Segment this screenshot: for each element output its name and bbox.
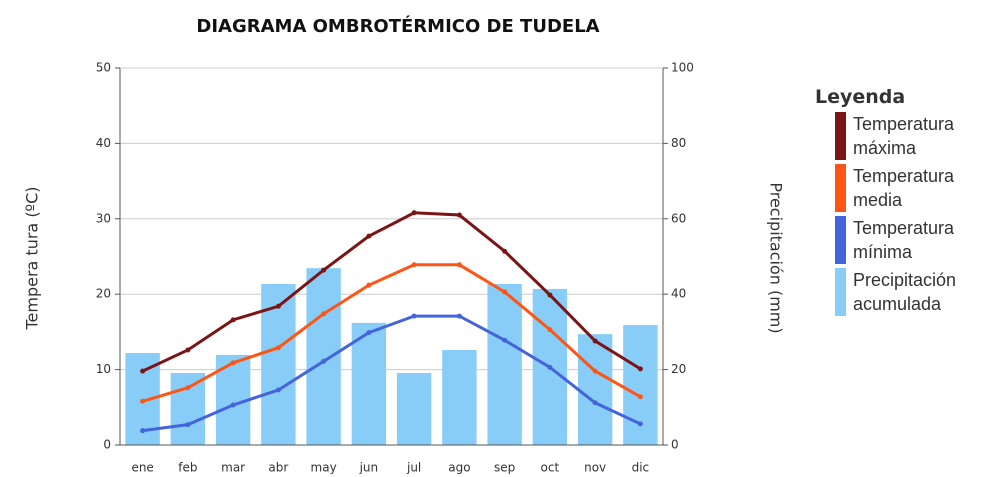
legend: Leyenda Temperatura máxima Temperatura me… <box>815 86 993 320</box>
bar <box>487 284 522 445</box>
y2-tick-label: 0 <box>671 438 679 452</box>
bar <box>623 325 658 445</box>
point <box>637 366 643 372</box>
legend-label: Temperatura mínima <box>853 218 955 262</box>
point <box>140 428 146 434</box>
point <box>275 345 281 351</box>
y-axis-label: Tempera tura (ºC) <box>23 186 42 330</box>
point <box>592 400 598 406</box>
x-tick-label: may <box>311 461 337 475</box>
legend-label: Temperatura máxima <box>853 114 955 158</box>
legend-item: Temperatura máxima <box>815 112 993 160</box>
point <box>185 385 191 391</box>
x-tick-label: jun <box>359 461 379 475</box>
legend-item: Temperatura mínima <box>815 216 993 264</box>
point <box>502 248 508 254</box>
line <box>142 263 642 403</box>
x-tick-label: oct <box>541 461 560 475</box>
point <box>592 338 598 344</box>
legend-swatch <box>835 216 846 264</box>
legend-label: Temperatura media <box>853 166 955 210</box>
bar <box>577 334 613 445</box>
bar <box>306 268 341 445</box>
y-tick-label: 10 <box>96 362 111 376</box>
y-tick-label: 50 <box>96 61 111 75</box>
point <box>502 337 508 343</box>
y-tick-label: 30 <box>96 211 111 225</box>
legend-label: Precipitación acumulada <box>853 270 957 314</box>
point <box>140 368 146 374</box>
point <box>185 347 191 353</box>
point <box>592 368 598 374</box>
legend-swatch <box>835 164 846 212</box>
bar <box>396 372 432 445</box>
legend-swatch <box>835 268 846 316</box>
point <box>411 313 417 319</box>
legend-item: Precipitación acumulada <box>815 268 993 316</box>
point <box>321 311 327 317</box>
x-tick-label: dic <box>632 461 650 475</box>
legend-swatch <box>835 112 846 160</box>
legend-title: Leyenda <box>815 86 906 108</box>
x-tick-label: jul <box>406 461 421 475</box>
point <box>456 212 462 218</box>
point <box>637 394 643 400</box>
line <box>141 211 642 373</box>
x-tick-label: mar <box>221 461 245 475</box>
point <box>275 387 281 393</box>
point <box>275 303 281 309</box>
y2-axis-label: Precipitación (mm) <box>767 182 786 333</box>
point <box>230 402 236 408</box>
point <box>637 421 643 427</box>
y2-tick-label: 40 <box>671 287 686 301</box>
y2-tick-label: 80 <box>671 136 686 150</box>
point <box>140 398 146 404</box>
point <box>411 262 417 268</box>
y-tick-label: 40 <box>96 136 111 150</box>
point <box>366 233 372 239</box>
point <box>321 358 327 364</box>
x-tick-label: ago <box>448 461 470 475</box>
point <box>547 327 553 333</box>
bar <box>170 372 206 445</box>
x-tick-label: abr <box>268 461 288 475</box>
point <box>366 282 372 288</box>
bar <box>442 349 477 445</box>
y2-tick-label: 60 <box>671 211 686 225</box>
x-tick-label: feb <box>178 461 197 475</box>
y2-tick-label: 100 <box>671 61 694 75</box>
point <box>456 313 462 319</box>
point <box>230 317 236 323</box>
point <box>321 267 327 273</box>
bar <box>351 322 387 445</box>
point <box>185 422 191 428</box>
point <box>502 289 508 295</box>
y2-tick-label: 20 <box>671 362 686 376</box>
line <box>142 314 642 433</box>
point <box>230 360 236 366</box>
x-tick-label: sep <box>494 461 515 475</box>
point <box>411 210 417 216</box>
point <box>366 330 372 336</box>
y-tick-label: 20 <box>96 287 111 301</box>
point <box>547 292 553 298</box>
y-tick-label: 0 <box>103 438 111 452</box>
legend-item: Temperatura media <box>815 164 993 212</box>
chart-title: DIAGRAMA OMBROTÉRMICO DE TUDELA <box>196 15 599 37</box>
point <box>456 262 462 268</box>
x-tick-label: ene <box>131 461 153 475</box>
x-tick-label: nov <box>584 461 606 475</box>
point <box>547 364 553 370</box>
